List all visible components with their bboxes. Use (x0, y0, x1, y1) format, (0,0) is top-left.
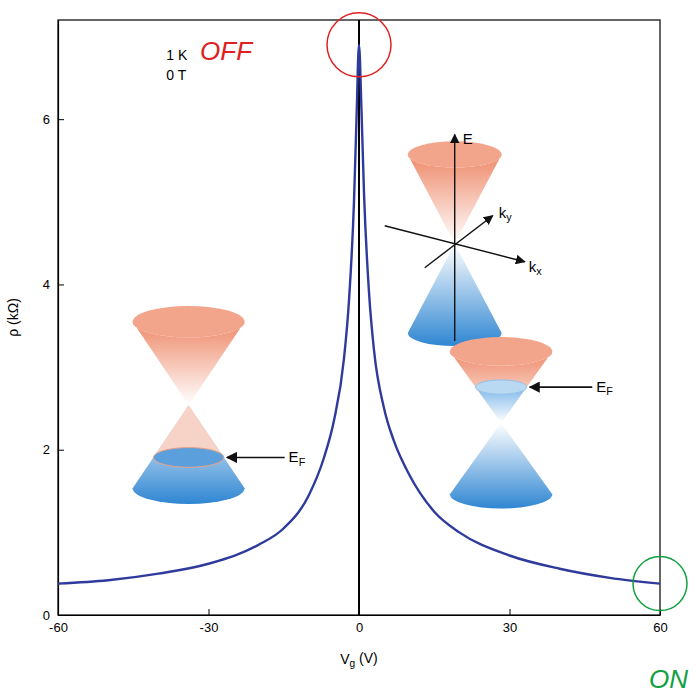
fermi-label: EF (596, 378, 613, 397)
x-tick (209, 609, 210, 615)
dirac-cone: EF (450, 337, 613, 508)
text-main: E (289, 448, 299, 465)
x-axis-line (59, 615, 661, 616)
valence-cone (450, 423, 552, 509)
zero-line (358, 20, 360, 615)
y-tick-group: 0 (43, 608, 64, 623)
off-label: OFF (200, 36, 254, 66)
empty-states (153, 405, 224, 467)
y-tick-group: 4 (43, 277, 64, 292)
y-tick-label: 4 (43, 277, 50, 292)
plot-frame (58, 20, 660, 615)
valence-cone (133, 405, 245, 504)
x-tick-label: -30 (200, 620, 219, 635)
ky-axis (425, 216, 493, 268)
plot-area (58, 45, 660, 584)
chart: -60-30030600246Vg (V)ρ (kΩ)EkykxEFEF1 K0… (0, 0, 696, 695)
cone-rim (450, 337, 552, 366)
x-tick-group: 30 (503, 609, 517, 635)
text-sub: y (506, 211, 512, 223)
kx-label: kx (529, 258, 543, 277)
y-tick (58, 450, 64, 451)
condition-label: 0 T (166, 67, 186, 83)
x-tick-group: 60 (653, 609, 667, 635)
x-tick (359, 609, 360, 615)
ky-label: ky (499, 204, 513, 223)
x-tick-label: 0 (356, 620, 363, 635)
x-tick-group: 0 (356, 609, 363, 635)
y-axis-line (58, 21, 59, 616)
x-tick-label: 60 (653, 620, 667, 635)
y-tick (58, 119, 64, 120)
fermi-label: EF (289, 448, 306, 467)
x-tick-label: -60 (49, 620, 68, 635)
text-sub: F (299, 456, 306, 468)
y-tick-label: 2 (43, 442, 50, 457)
condition-label: 1 K (166, 47, 188, 63)
x-tick-group: -30 (200, 609, 219, 635)
cone-rim (133, 306, 245, 337)
kx-axis (385, 226, 525, 262)
fermi-surface (153, 448, 224, 468)
y-tick (58, 284, 64, 285)
fermi-arrow (530, 386, 593, 388)
dirac-cone: EF (133, 306, 306, 504)
resistivity-curve (58, 45, 660, 584)
x-tick (510, 609, 511, 615)
on-label: ON (649, 664, 688, 694)
fermi-arrow (227, 457, 285, 459)
inset-axes: Eky kx (385, 130, 543, 341)
y-axis-title: ρ (kΩ) (5, 298, 21, 337)
y-tick (58, 615, 64, 616)
annotations: 1 K 0 T OFF ON (166, 13, 688, 694)
on-highlight (633, 557, 687, 611)
energy-axis (454, 134, 455, 341)
x-axis-title: Vg (V) (340, 650, 378, 669)
y-axis: 0 2 4 6 (43, 21, 64, 623)
x-tick-label: 30 (503, 620, 517, 635)
fermi-surface (475, 380, 526, 394)
energy-label: E (463, 130, 473, 147)
x-axis: -60 -30 0 30 60 (49, 609, 668, 635)
text-sub: x (536, 265, 542, 277)
text-tail: (V) (355, 650, 378, 666)
y-tick-label: 6 (43, 112, 50, 127)
off-highlight (327, 13, 391, 77)
y-tick-label: 0 (43, 608, 50, 623)
text-sub: F (606, 385, 613, 397)
y-tick-group: 2 (43, 442, 64, 457)
insets: EkykxEFEF (133, 130, 614, 508)
text-main: E (596, 378, 606, 395)
y-tick-group: 6 (43, 112, 64, 127)
